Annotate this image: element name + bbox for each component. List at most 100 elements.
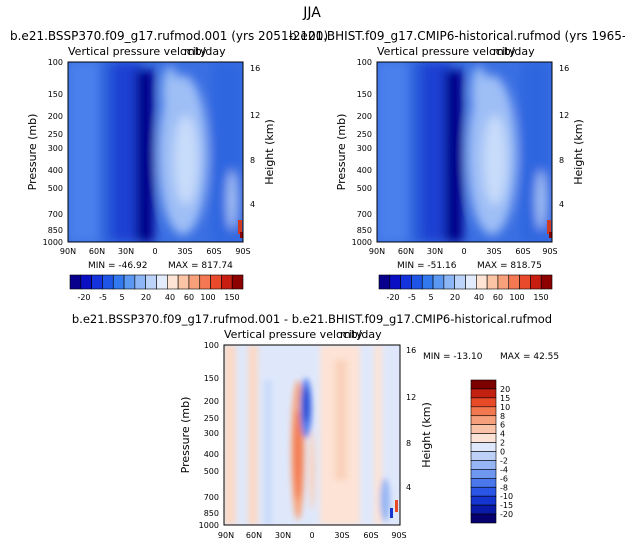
right-max-label: MAX = 818.75 bbox=[477, 261, 542, 271]
left-max-label: MAX = 817.74 bbox=[168, 261, 233, 271]
colorbar-swatch bbox=[470, 388, 497, 399]
left-ylabel: Pressure (mb) bbox=[26, 114, 39, 191]
left-xtick: 30N bbox=[118, 247, 134, 256]
colorbar-swatch bbox=[470, 495, 497, 506]
right-ytick: 150 bbox=[357, 90, 372, 99]
diff-xtick: 0 bbox=[309, 531, 314, 540]
right-min-label: MIN = -51.16 bbox=[397, 261, 457, 271]
right-xtick: 30S bbox=[486, 247, 501, 256]
panel-diff: b.e21.BSSP370.f09_g17.rufmod.001 - b.e21… bbox=[72, 312, 559, 540]
left-ytick: 150 bbox=[48, 90, 63, 99]
right-cb-label: -5 bbox=[408, 293, 416, 302]
diff-y-ticklabels: 100 150 200 250 300 400 500 700 850 1000 bbox=[199, 341, 219, 530]
colorbar-swatch bbox=[470, 424, 497, 434]
colorbar-swatch bbox=[470, 504, 497, 515]
right-xtick: 0 bbox=[461, 247, 466, 256]
left-heatmap-field bbox=[68, 62, 243, 242]
diff-ytick: 400 bbox=[204, 450, 219, 459]
page-title: JJA bbox=[302, 5, 321, 21]
colorbar-swatch bbox=[134, 274, 146, 290]
diff-cb-label: -6 bbox=[500, 474, 508, 483]
colorbar-swatch bbox=[69, 274, 82, 290]
colorbar-swatch bbox=[389, 274, 401, 290]
left-xtick: 60N bbox=[89, 247, 105, 256]
left-title: b.e21.BSSP370.f09_g17.rufmod.001 (yrs 20… bbox=[10, 29, 328, 43]
right-ytick: 700 bbox=[357, 210, 372, 219]
diff-xtick: 60N bbox=[246, 531, 262, 540]
right-xtick: 90S bbox=[542, 247, 557, 256]
diff-ytick: 500 bbox=[204, 467, 219, 476]
diff-xtick: 90S bbox=[391, 531, 406, 540]
right-height-tick: 16 bbox=[559, 64, 569, 73]
right-title: b.e21.BHIST.f09_g17.CMIP6-historical.ruf… bbox=[289, 29, 625, 43]
right-height-tick: 4 bbox=[559, 200, 564, 209]
right-cb-label: 40 bbox=[474, 293, 484, 302]
left-ytick: 100 bbox=[48, 58, 63, 67]
diff-cb-label: -4 bbox=[500, 465, 508, 474]
diff-cb-label: -2 bbox=[500, 456, 508, 465]
colorbar-swatch bbox=[199, 274, 211, 290]
right-height-tick: 8 bbox=[559, 156, 564, 165]
left-xtick: 90N bbox=[60, 247, 76, 256]
right-subtitle-variable: Vertical pressure velocity bbox=[377, 45, 516, 58]
right-ytick: 300 bbox=[357, 144, 372, 153]
right-colorbar-labels: -20 -5 5 20 40 60 100 150 bbox=[386, 293, 548, 302]
right-ytick: 850 bbox=[357, 226, 372, 235]
left-y-ticklabels: 100 150 200 250 300 400 500 700 850 1000 bbox=[43, 58, 63, 247]
colorbar-swatch bbox=[400, 274, 412, 290]
diff-right-axis-ticklabels: 16 12 8 4 bbox=[406, 346, 416, 492]
left-x-ticklabels: 90N 60N 30N 0 30S 60S 90S bbox=[60, 247, 251, 256]
right-xtick: 90N bbox=[369, 247, 385, 256]
diff-heatmap-field bbox=[224, 345, 400, 525]
diff-cb-label: 10 bbox=[500, 403, 510, 412]
right-right-axis-ticklabels: 16 12 8 4 bbox=[559, 64, 569, 209]
diff-height-tick: 8 bbox=[406, 439, 411, 448]
left-cb-label: 100 bbox=[200, 293, 215, 302]
diff-ytick: 850 bbox=[204, 509, 219, 518]
diff-cb-label: 8 bbox=[500, 412, 505, 421]
left-xtick: 90S bbox=[235, 247, 250, 256]
right-cb-label: 150 bbox=[533, 293, 548, 302]
colorbar-swatch bbox=[145, 274, 157, 290]
colorbar-swatch bbox=[530, 274, 542, 290]
colorbar-swatch bbox=[470, 415, 497, 425]
left-ytick: 250 bbox=[48, 130, 63, 139]
right-ytick: 1000 bbox=[352, 238, 372, 247]
diff-ytick: 250 bbox=[204, 414, 219, 423]
colorbar-swatch bbox=[486, 274, 499, 290]
colorbar-swatch bbox=[123, 274, 136, 290]
left-colorbar-labels: -20 -5 5 20 40 60 100 150 bbox=[77, 293, 239, 302]
diff-cb-label: 6 bbox=[500, 421, 505, 430]
left-colorbar bbox=[69, 274, 244, 290]
right-xtick: 60S bbox=[515, 247, 530, 256]
diff-ytick: 300 bbox=[204, 429, 219, 438]
colorbar-swatch bbox=[177, 274, 190, 290]
right-cb-label: -20 bbox=[386, 293, 399, 302]
right-heatmap-field bbox=[377, 62, 552, 242]
colorbar-swatch bbox=[102, 274, 114, 290]
diff-x-ticklabels: 90N 60N 30N 0 30S 60S 90S bbox=[218, 531, 407, 540]
right-y-ticklabels: 100 150 200 250 300 400 500 700 850 1000 bbox=[352, 58, 372, 247]
right-ylabel: Pressure (mb) bbox=[335, 114, 348, 191]
left-height-tick: 4 bbox=[250, 200, 255, 209]
left-xtick: 30S bbox=[177, 247, 192, 256]
colorbar-swatch bbox=[470, 442, 497, 452]
left-ytick: 850 bbox=[48, 226, 63, 235]
colorbar-swatch bbox=[470, 460, 497, 470]
colorbar-swatch bbox=[80, 274, 92, 290]
colorbar-swatch bbox=[167, 274, 179, 290]
colorbar-swatch bbox=[470, 478, 497, 488]
left-cb-label: 40 bbox=[165, 293, 175, 302]
colorbar-swatch bbox=[470, 513, 497, 524]
colorbar-swatch bbox=[470, 433, 497, 443]
colorbar-swatch bbox=[91, 274, 103, 290]
diff-xtick: 60S bbox=[363, 531, 378, 540]
right-xtick: 60N bbox=[398, 247, 414, 256]
diff-xtick: 30S bbox=[334, 531, 349, 540]
left-height-tick: 16 bbox=[250, 64, 260, 73]
colorbar-swatch bbox=[519, 274, 531, 290]
right-colorbar bbox=[378, 274, 553, 290]
diff-cb-label: 0 bbox=[500, 448, 505, 457]
diff-cb-label: 20 bbox=[500, 385, 510, 394]
